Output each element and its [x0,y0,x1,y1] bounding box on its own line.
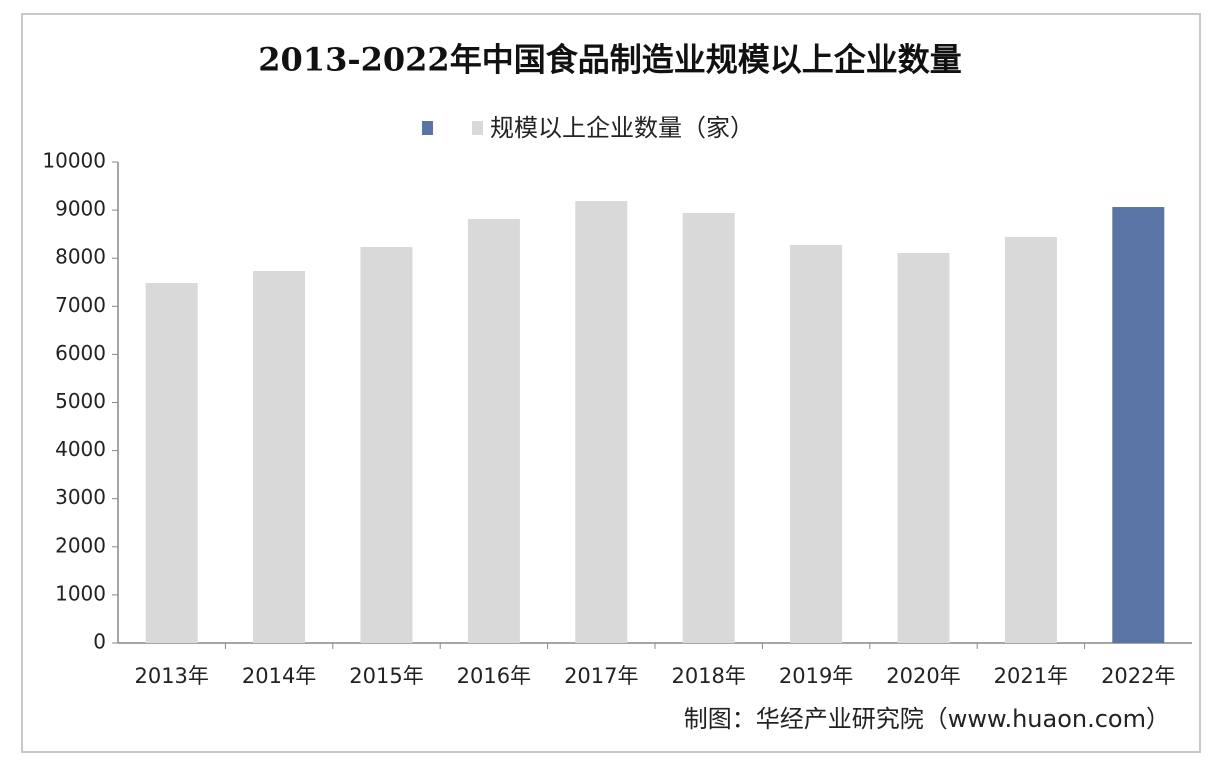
y-tick-label: 4000 [55,437,106,461]
x-tick-label: 2020年 [886,664,960,688]
x-tick-label: 2019年 [779,664,853,688]
bar [1004,236,1057,643]
y-tick-label: 7000 [55,293,106,317]
x-tick-label: 2015年 [349,664,423,688]
y-tick-label: 8000 [55,245,106,269]
legend-swatch [422,121,433,135]
x-tick-label: 2013年 [134,664,208,688]
bar [360,246,413,643]
chart-title: 2013-2022年中国食品制造业规模以上企业数量 [258,41,961,79]
bar [253,270,306,643]
x-tick-label: 2014年 [242,664,316,688]
bar [1112,207,1165,643]
x-tick-label: 2018年 [671,664,745,688]
y-tick-label: 10000 [42,149,106,173]
legend-label: 规模以上企业数量（家） [490,114,754,142]
y-tick-label: 1000 [55,581,106,605]
bar [575,201,628,643]
bar [790,245,843,643]
bar [467,218,520,643]
bar [897,253,950,644]
y-tick-label: 0 [93,630,106,654]
y-tick-label: 3000 [55,485,106,509]
legend-swatch [472,121,483,135]
y-tick-label: 2000 [55,533,106,557]
x-tick-label: 2016年 [457,664,531,688]
x-tick-label: 2021年 [994,664,1068,688]
y-tick-label: 5000 [55,389,106,413]
bar [682,212,735,643]
source-note: 制图：华经产业研究院（www.huaon.com） [684,705,1170,733]
y-tick-label: 6000 [55,341,106,365]
x-tick-label: 2017年 [564,664,638,688]
y-tick-label: 9000 [55,197,106,221]
bar [145,283,198,643]
x-tick-label: 2022年 [1101,664,1175,688]
